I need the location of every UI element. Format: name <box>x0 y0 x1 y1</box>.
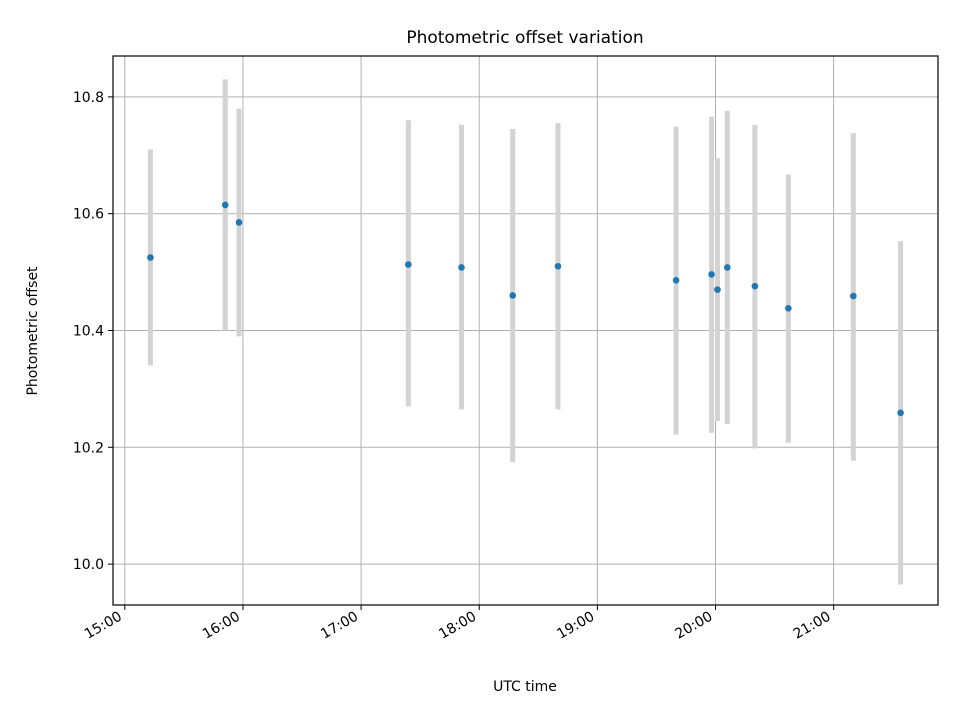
x-tick-label: 16:00 <box>200 609 243 643</box>
x-axis-ticks: 15:00 16:00 17:00 18:00 19:00 20:00 21:00 <box>82 605 835 643</box>
chart-title: Photometric offset variation <box>406 28 643 48</box>
data-point <box>708 271 715 278</box>
data-point <box>458 264 465 271</box>
data-point <box>785 305 792 312</box>
error-bars <box>147 79 904 585</box>
x-tick-label: 17:00 <box>318 609 361 643</box>
data-point <box>147 254 154 261</box>
y-tick-label: 10.2 <box>73 440 104 456</box>
data-point <box>751 282 759 290</box>
x-tick-label: 19:00 <box>554 609 597 643</box>
y-axis-label: Photometric offset <box>25 266 41 396</box>
data-point <box>850 292 857 300</box>
data-points <box>147 201 904 417</box>
data-point <box>235 219 243 226</box>
y-axis-ticks: 10.0 10.2 10.4 10.6 10.8 <box>73 90 113 573</box>
x-tick-label: 21:00 <box>791 609 834 643</box>
x-tick-label: 15:00 <box>82 609 125 643</box>
data-point <box>714 286 721 293</box>
y-tick-label: 10.0 <box>73 557 104 573</box>
data-point <box>509 292 517 299</box>
data-point <box>221 201 229 209</box>
data-point <box>724 264 731 271</box>
y-tick-label: 10.8 <box>73 90 104 106</box>
data-point <box>554 262 562 270</box>
x-tick-label: 20:00 <box>673 609 716 643</box>
data-point <box>897 409 904 417</box>
data-point <box>672 276 680 284</box>
x-axis-label: UTC time <box>493 679 557 695</box>
y-tick-label: 10.6 <box>73 207 104 223</box>
y-tick-label: 10.4 <box>73 324 104 340</box>
data-point <box>405 261 412 268</box>
x-tick-label: 18:00 <box>436 609 479 643</box>
